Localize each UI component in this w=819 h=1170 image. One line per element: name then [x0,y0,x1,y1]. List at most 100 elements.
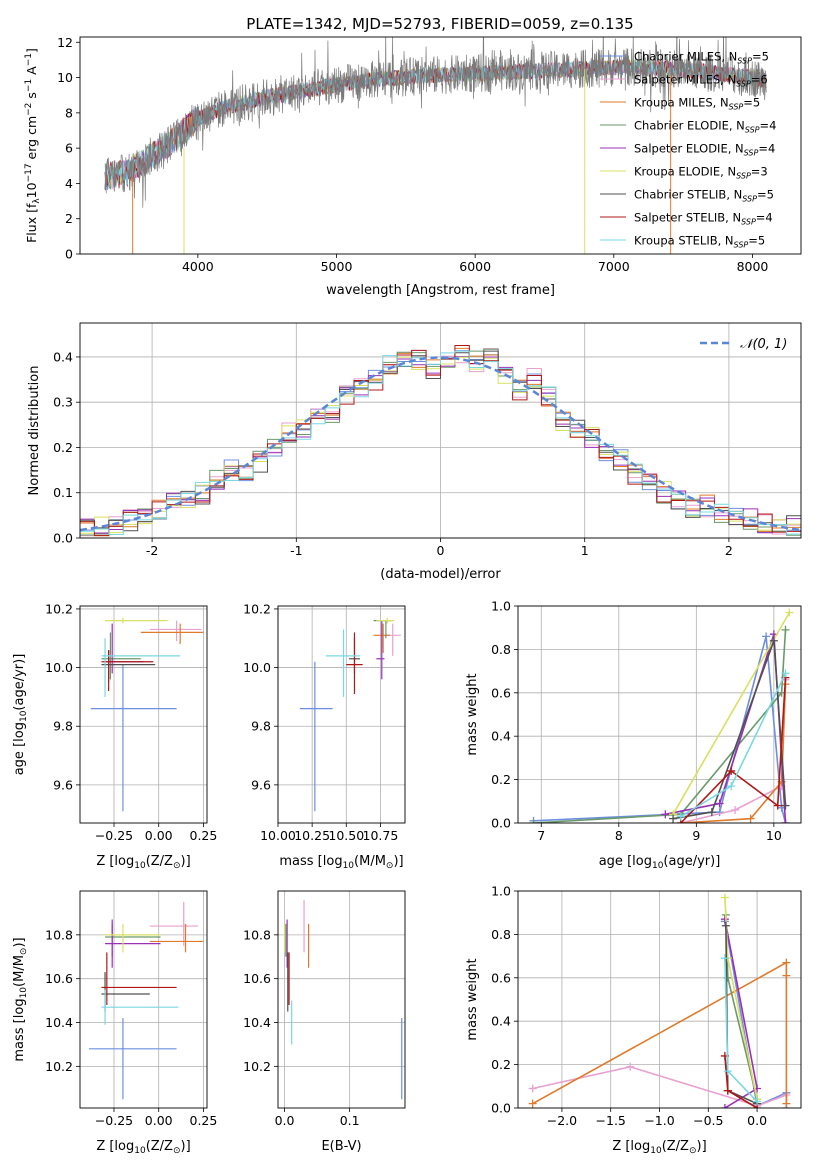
weight-line-salpeter_elodie [665,633,787,823]
weight_vs_z-panel: −2.0 −1.5 −1.0 −0.5 0.0 0.0 0.2 0.4 0.6 0.8 1.0 Z [… [465,884,802,1156]
x-tick-label: 8000 [737,259,769,274]
weight-marker-kroupa_miles [746,814,755,823]
y-tick-label: 10.2 [45,1059,73,1074]
y-tick-label: 0.1 [53,485,73,500]
y-tick-label: 10.4 [243,1015,271,1030]
weight-line-chabrier_elodie [533,629,787,823]
y-tick-label: 10.8 [243,927,271,942]
spectrum-lines [104,37,767,254]
weight-marker-salpeter_elodie [715,799,724,808]
weight-marker-salpeter_stelib [773,801,782,810]
x-tick-label: -1 [290,543,302,558]
x-tick-label: 9 [692,828,700,843]
weight-marker-kroupa_stelib [720,954,729,963]
y-axis-label: Flux [fλ10−17 erg cm−2 s−1 A−1] [24,48,42,243]
x-axis-label: E(B-V) [321,1139,361,1154]
x-tick-label: −1.0 [644,1113,674,1128]
y-axis-label: mass [log10(M/M⊙)] [12,937,29,1061]
weight-marker-chabrier_stelib [669,814,678,823]
ebv-panel: 0.0 0.1 10.2 10.4 10.6 10.8 E(B-V) [243,890,406,1154]
x-tick-label: 0.1 [340,1113,360,1128]
x-tick-label: 0.25 [190,828,218,843]
legend-label: Salpeter MILES, NSSP=6 [634,73,768,89]
y-tick-label: 6 [65,141,73,156]
weight-marker-salpeter_miles [731,805,740,814]
weight-marker-chabrier_elodie [781,625,790,634]
x-tick-label: 0.25 [190,1113,218,1128]
weight-marker-salpeter_elodie [720,915,729,924]
y-tick-label: 0.0 [491,1101,511,1116]
legend-label: Kroupa MILES, NSSP=5 [634,96,760,112]
weight_vs_z-series [528,893,791,1108]
x-tick-label: 4000 [182,259,214,274]
weight-marker-salpeter_elodie [720,1104,729,1108]
x-axis-label: Z [log10(Z/Z⊙)] [96,1139,190,1156]
x-tick-label: 10.75 [363,828,399,843]
x-tick-label: 0.0 [747,1113,767,1128]
weight-marker-kroupa_stelib [723,1067,732,1076]
y-tick-label: 10.4 [45,1015,73,1030]
y-tick-label: 10.6 [45,971,73,986]
x-tick-label: 10.00 [260,828,296,843]
mass_vs_z-points [88,901,204,1100]
y-tick-label: 4 [65,176,73,191]
axes-frame [277,890,406,1109]
x-tick-label: 7000 [598,259,630,274]
y-tick-label: 0.4 [53,349,73,364]
weight-marker-salpeter_stelib [723,1086,732,1095]
axes-frame [79,890,208,1109]
legend-label: Salpeter ELODIE, NSSP=4 [634,142,775,158]
residuals-panel: -2 -1 0 1 2 0.0 0.1 0.2 0.3 0.4 (data-model)/error… [27,322,802,582]
legend-label: Chabrier MILES, NSSP=5 [634,50,769,66]
y-axis-label: mass weight [465,958,480,1040]
x-axis-label: (data-model)/error [380,567,501,582]
x-tick-label: −0.25 [95,828,133,843]
spectrum-observed [104,37,767,208]
y-tick-label: 0.4 [491,1014,511,1029]
y-tick-label: 0.2 [53,440,73,455]
y-tick-label: 10 [57,70,73,85]
weight-marker-kroupa_stelib [781,669,790,678]
weight-marker-chabrier_miles [762,632,771,641]
x-axis-label: wavelength [Angstrom, rest frame] [326,283,555,298]
legend-label: Chabrier ELODIE, NSSP=4 [634,119,776,135]
y-tick-label: 9.8 [53,719,73,734]
x-tick-label: 1 [581,543,589,558]
y-tick-label: 10.0 [243,660,271,675]
weight_vs_age-panel: 7 8 9 10 0.0 0.2 0.4 0.6 0.8 1.0 age [log10(age/yr… [465,599,802,871]
weight-line-salpeter_miles [532,1065,787,1107]
x-tick-label: 10.25 [294,828,330,843]
y-axis-label: age [log10(age/yr)] [12,654,29,776]
weight-marker-salpeter_elodie [781,819,790,823]
weight-marker-chabrier_stelib [707,808,716,817]
x-tick-label: 10 [766,828,782,843]
age_vs_mass-points [299,617,401,812]
weight-marker-salpeter_elodie [661,810,670,819]
axes-frame [79,322,802,539]
x-tick-label: −0.25 [95,1113,133,1128]
x-tick-label: −1.5 [596,1113,626,1128]
y-tick-label: 10.2 [243,1059,271,1074]
axes-frame [79,36,802,255]
y-axis-label: mass weight [465,673,480,755]
y-tick-label: 0.8 [491,642,511,657]
figure-title: PLATE=1342, MJD=52793, FIBERID=0059, z=0… [246,15,633,33]
ebv-points [283,899,403,1100]
y-tick-label: 10.2 [243,601,271,616]
weight-marker-kroupa_stelib [676,812,685,821]
x-axis-label: mass [log10(M/M⊙)] [279,854,403,871]
y-tick-label: 9.6 [251,777,271,792]
y-tick-label: 1.0 [491,599,511,614]
weight-marker-kroupa_elodie [785,608,794,617]
legend-label-normal: 𝒩(0, 1) [740,337,787,352]
y-tick-label: 0.0 [53,531,73,546]
x-tick-label: 8 [615,828,623,843]
x-tick-label: −0.5 [693,1113,723,1128]
y-tick-label: 8 [65,105,73,120]
weight-line-chabrier_stelib [672,640,787,820]
weight-marker-chabrier_elodie [529,819,538,823]
y-tick-label: 10.0 [45,660,73,675]
y-axis-label: Normed distribution [27,366,42,496]
residual-hist-salpeter_stelib [80,345,801,536]
